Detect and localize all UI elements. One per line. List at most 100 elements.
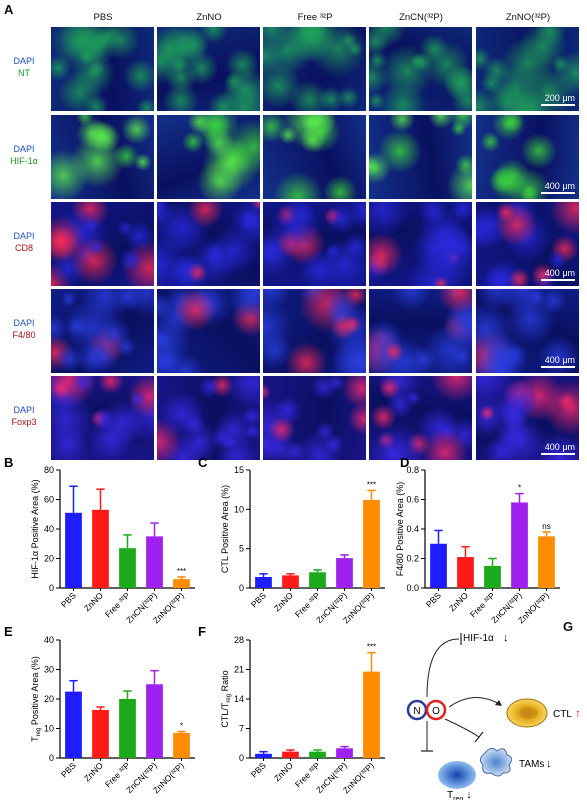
column-header: PBS (93, 12, 113, 23)
bar (457, 557, 474, 588)
row-label: DAPI HIF-1α (10, 144, 38, 166)
micrograph-tile (51, 115, 154, 199)
bar (363, 671, 380, 758)
micrograph-tile (51, 202, 154, 286)
scale-bar: 200 μm (515, 93, 575, 106)
y-tick-label: 21 (234, 665, 244, 675)
micrograph-tile (369, 289, 472, 373)
scale-bar: 400 μm (515, 355, 575, 368)
y-tick-label: 20 (44, 554, 54, 564)
micrograph-tile (263, 202, 366, 286)
panel-label: C (198, 455, 208, 470)
bar (173, 579, 190, 588)
row-label: DAPI F4/80 (12, 318, 36, 340)
x-tick-label: ZnNO (82, 760, 105, 783)
y-tick-label: 10 (234, 504, 244, 514)
significance-label: * (518, 484, 521, 493)
y-tick-label: 0 (49, 753, 54, 763)
x-tick-label: PBS (424, 590, 443, 609)
bar (282, 751, 299, 758)
significance-label: *** (367, 643, 376, 652)
micrograph-tile (369, 202, 472, 286)
bar (255, 753, 272, 758)
micrograph-tile (369, 376, 472, 460)
x-tick-label: PBS (249, 590, 268, 609)
svg-text:O: O (432, 706, 440, 717)
significance-label: *** (177, 567, 186, 576)
micrograph-tile (369, 27, 472, 111)
bar (65, 691, 82, 758)
tam-cell-icon (479, 747, 513, 777)
bar (92, 709, 109, 758)
bar (538, 536, 555, 588)
significance-label: *** (367, 480, 376, 489)
y-tick-label: 14 (234, 694, 244, 704)
ctl-label: CTL (553, 709, 572, 720)
micrograph-tile (263, 115, 366, 199)
bar (484, 565, 501, 588)
panel-label: F (198, 624, 206, 639)
x-tick-label: PBS (59, 760, 78, 779)
inhibit-hif-line (426, 638, 460, 698)
ctl-arrow: ↑ (575, 706, 581, 720)
significance-label: ns (542, 522, 550, 531)
bar (255, 576, 272, 588)
scale-bar: 400 μm (515, 442, 575, 455)
y-tick-label: 0.6 (406, 495, 419, 505)
y-tick-label: 40 (44, 635, 54, 645)
y-tick-label: 40 (44, 524, 54, 534)
micrograph-tile (157, 202, 260, 286)
y-tick-label: 0.2 (406, 554, 419, 564)
panel-label: E (4, 624, 13, 639)
panel-label-a: A (4, 2, 14, 17)
bar (119, 548, 136, 588)
y-tick-label: 20 (44, 694, 54, 704)
y-axis-label: CTL Positive Area (%) (220, 485, 230, 573)
o-atom (425, 699, 447, 721)
hif-label: HIF-1α (463, 633, 494, 644)
y-axis-label: HIF-1α Positive Area (%) (30, 479, 40, 578)
micrograph-tile (157, 289, 260, 373)
micrograph-tile (476, 27, 579, 111)
x-tick-label: PBS (249, 760, 268, 779)
panel-label-g: G (563, 619, 574, 634)
y-tick-label: 7 (239, 724, 244, 734)
micrograph-tile (157, 376, 260, 460)
y-axis-label: Treg Positive Area (%) (30, 656, 42, 742)
micrograph-tile (51, 289, 154, 373)
y-tick-label: 0 (239, 583, 244, 593)
micrograph-tile (157, 115, 260, 199)
y-tick-label: 0 (49, 583, 54, 593)
micrograph-tile (476, 202, 579, 286)
svg-text:N: N (413, 706, 420, 717)
micrograph-tile (476, 289, 579, 373)
bar (146, 684, 163, 758)
y-tick-label: 15 (234, 465, 244, 475)
tams-label: TAMs (519, 759, 544, 770)
bar (309, 751, 326, 758)
micrograph-tile (157, 27, 260, 111)
y-tick-label: 60 (44, 495, 54, 505)
x-tick-label: PBS (59, 590, 78, 609)
y-tick-label: 28 (234, 635, 244, 645)
hif-arrow: ↓ (503, 632, 509, 644)
tams-arrow: ↓ (546, 758, 552, 770)
bar (146, 536, 163, 588)
micrograph-tile (476, 376, 579, 460)
column-header: ZnCN(³²P) (399, 12, 443, 23)
x-tick-label: ZnNO (272, 590, 295, 613)
x-tick-label: ZnNO (447, 590, 470, 613)
column-header: ZnNO (196, 12, 222, 23)
treg-cell-icon (438, 761, 476, 789)
micrograph-tile (263, 376, 366, 460)
y-tick-label: 5 (239, 544, 244, 554)
micrograph-tile (476, 115, 579, 199)
bar (119, 699, 136, 758)
activate-ctl-arrow (448, 697, 502, 708)
micrograph-tile (263, 289, 366, 373)
bar (336, 558, 353, 588)
row-label: DAPI NT (13, 56, 35, 78)
y-tick-label: 0 (239, 753, 244, 763)
y-tick-label: 0.4 (406, 524, 419, 534)
